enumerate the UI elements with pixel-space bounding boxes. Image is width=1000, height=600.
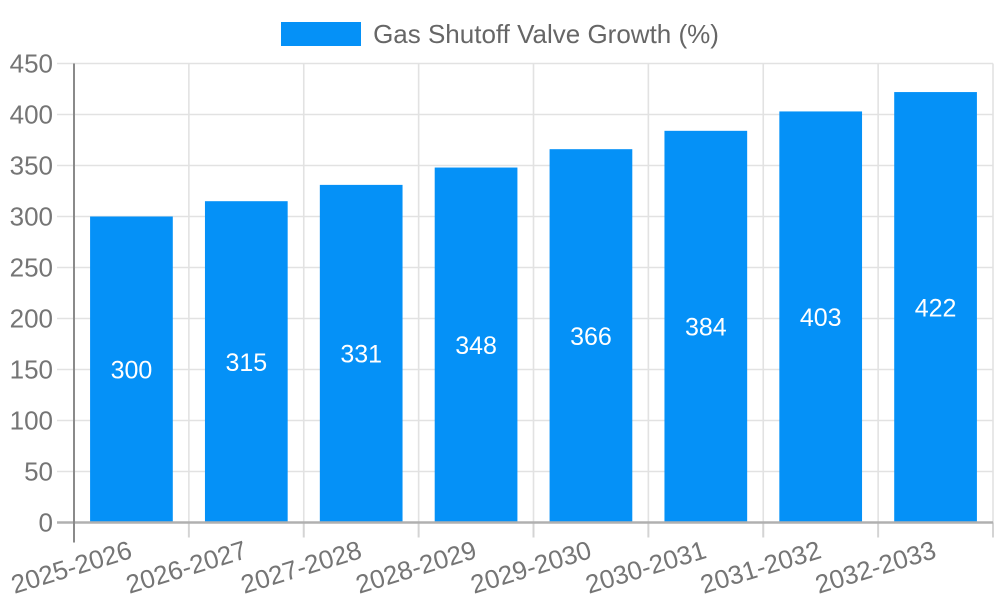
bar-value-label: 366 bbox=[570, 323, 612, 351]
y-tick-label: 300 bbox=[10, 202, 53, 232]
x-tick-label: 2026-2027 bbox=[122, 535, 250, 600]
y-tick-label: 0 bbox=[39, 508, 53, 538]
bar[interactable] bbox=[549, 149, 633, 523]
legend-label: Gas Shutoff Valve Growth (%) bbox=[373, 19, 719, 49]
bar[interactable] bbox=[779, 111, 863, 523]
x-tick-label: 2025-2026 bbox=[8, 535, 136, 600]
y-tick-label: 250 bbox=[10, 253, 53, 283]
bar[interactable] bbox=[90, 216, 173, 523]
x-tick-label: 2030-2031 bbox=[582, 535, 710, 600]
x-tick-label: 2027-2028 bbox=[237, 535, 365, 600]
bar[interactable] bbox=[319, 184, 403, 523]
bar[interactable] bbox=[204, 201, 288, 523]
x-tick-label: 2028-2029 bbox=[352, 535, 480, 600]
bar[interactable] bbox=[894, 92, 977, 523]
x-tick-label: 2032-2033 bbox=[812, 535, 940, 600]
y-tick-label: 150 bbox=[10, 355, 53, 385]
y-tick-label: 200 bbox=[10, 304, 53, 334]
bar-value-label: 315 bbox=[225, 349, 267, 377]
legend[interactable]: Gas Shutoff Valve Growth (%) bbox=[0, 21, 1000, 47]
bar-value-label: 348 bbox=[455, 332, 497, 360]
x-tick-label: 2031-2032 bbox=[697, 535, 825, 600]
bar-value-label: 384 bbox=[685, 314, 727, 342]
y-tick-label: 50 bbox=[24, 457, 53, 487]
y-tick-label: 350 bbox=[10, 151, 53, 181]
legend-swatch bbox=[281, 22, 362, 46]
bar[interactable] bbox=[664, 130, 748, 523]
bar-value-label: 331 bbox=[340, 341, 382, 369]
bar[interactable] bbox=[434, 167, 518, 523]
y-tick-label: 450 bbox=[10, 49, 53, 79]
y-tick-label: 100 bbox=[10, 406, 53, 436]
x-tick-label: 2029-2030 bbox=[467, 535, 595, 600]
y-tick-label: 400 bbox=[10, 100, 53, 130]
bar-value-label: 403 bbox=[800, 304, 842, 332]
bar-value-label: 422 bbox=[915, 294, 957, 322]
bar-value-label: 300 bbox=[111, 357, 153, 385]
